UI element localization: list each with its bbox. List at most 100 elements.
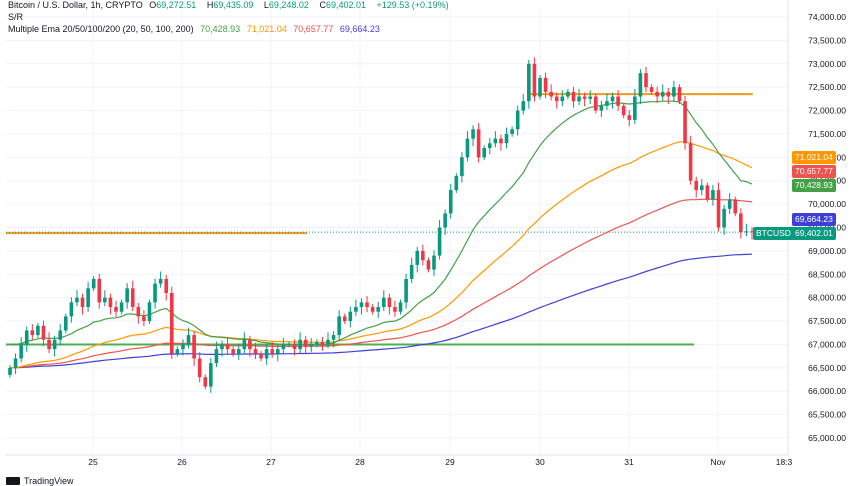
candle-body	[694, 180, 699, 191]
y-tick-label: 71,500.00	[808, 129, 846, 139]
candle-body	[370, 307, 375, 312]
candle-body	[437, 227, 442, 256]
candle-body	[381, 297, 386, 308]
brand-label: TradingView	[24, 476, 74, 486]
candle-body	[19, 344, 23, 359]
candle-body	[91, 278, 96, 289]
candle-body	[69, 302, 74, 317]
x-tick-label: 30	[535, 457, 545, 467]
candle-body	[722, 208, 726, 228]
candle-body	[633, 96, 637, 120]
ema200-line	[9, 253, 753, 369]
candle-body	[504, 133, 509, 144]
candle-body	[705, 185, 710, 200]
candle-body	[197, 358, 202, 378]
candle-body	[253, 349, 258, 354]
x-tick-label: 31	[624, 457, 634, 467]
candle-body	[164, 278, 169, 293]
y-tick-label: 72,500.00	[808, 82, 846, 92]
candle-body	[292, 344, 297, 350]
x-tick-label: 18:3	[776, 457, 793, 467]
candle-body	[309, 344, 314, 347]
candle-body	[476, 129, 481, 158]
x-tick-label: 29	[445, 457, 455, 467]
ohlc-close: C69,402.01	[319, 0, 366, 10]
candle-body	[47, 339, 51, 350]
candle-body	[521, 101, 526, 111]
tradingview-logo-icon	[6, 477, 20, 485]
x-tick-label: 26	[177, 457, 187, 467]
ohlc-change: +129.53 (+0.19%)	[376, 0, 449, 10]
ema200-price-tag: 69,664.23	[792, 213, 836, 226]
candle-body	[733, 199, 738, 214]
candle-body	[599, 105, 604, 111]
candle-body	[672, 87, 676, 97]
candle-body	[209, 363, 213, 387]
candle-body	[493, 138, 498, 144]
candle-body	[30, 330, 35, 336]
candle-body	[616, 96, 620, 106]
ema50-line	[9, 141, 753, 369]
candle-body	[571, 91, 576, 102]
candle-body	[577, 96, 581, 102]
candle-body	[532, 63, 537, 97]
candle-body	[499, 138, 503, 144]
ema-label: Multiple Ema 20/50/100/200 (20, 50, 100,…	[8, 24, 194, 34]
candle-body	[225, 344, 230, 350]
candle-body	[86, 288, 90, 308]
symbol-price-tag: BTCUSD	[753, 227, 794, 240]
candle-body	[36, 325, 40, 336]
candle-body	[103, 297, 107, 303]
candle-body	[549, 91, 553, 97]
price-axis[interactable]: 74,000.00 73,500.00 73,000.00 72,500.00 72,0…	[808, 12, 846, 443]
y-tick-label: 66,500.00	[808, 363, 846, 373]
candle-body	[303, 339, 308, 347]
candle-body	[58, 330, 63, 340]
ema-indicator-legend[interactable]: Multiple Ema 20/50/100/200 (20, 50, 100,…	[8, 24, 384, 34]
ema100-price-tag: 70,657.77	[792, 165, 836, 178]
x-tick-label: Nov	[710, 457, 726, 467]
candle-body	[52, 339, 57, 350]
candle-body	[158, 278, 163, 284]
candle-body	[114, 307, 118, 312]
ema200-value: 69,664.23	[339, 24, 380, 34]
ohlc-open: O69,272.51	[149, 0, 197, 10]
ema50-value: 71,021.04	[246, 24, 287, 34]
time-axis[interactable]: 25 26 27 28 29 30 31 Nov 18:3	[88, 457, 792, 467]
candle-body	[24, 330, 29, 345]
candle-body	[683, 101, 687, 144]
candle-body	[41, 325, 46, 340]
candle-body	[376, 307, 381, 312]
sr-indicator-legend[interactable]: S/R	[8, 12, 27, 22]
candle-body	[421, 250, 425, 261]
y-tick-label: 69,000.00	[808, 246, 846, 256]
candle-body	[605, 101, 609, 106]
tradingview-brand[interactable]: TradingView	[6, 476, 74, 486]
ohlc-low: L69,248.02	[263, 0, 309, 10]
candle-body	[744, 231, 749, 233]
candle-body	[153, 283, 157, 303]
y-tick-label: 68,000.00	[808, 293, 846, 303]
candle-body	[510, 129, 514, 134]
candle-body	[175, 349, 180, 354]
candle-body	[270, 349, 275, 354]
y-tick-label: 74,000.00	[808, 12, 846, 22]
y-tick-label: 73,500.00	[808, 35, 846, 45]
candle-body	[63, 316, 68, 331]
candle-body	[398, 302, 403, 312]
candle-body	[727, 199, 732, 209]
candle-body	[454, 176, 459, 191]
candle-body	[644, 73, 648, 88]
x-tick-label: 27	[266, 457, 276, 467]
candle-body	[554, 96, 559, 102]
candle-body	[582, 96, 587, 99]
candle-body	[331, 335, 336, 340]
y-tick-label: 66,000.00	[808, 386, 846, 396]
x-tick-label: 25	[88, 457, 98, 467]
symbol-legend[interactable]: Bitcoin / U.S. Dollar, 1h, CRYPTO O69,27…	[8, 0, 453, 10]
candle-body	[365, 302, 369, 308]
candle-body	[203, 377, 208, 387]
y-tick-label: 72,000.00	[808, 106, 846, 116]
ema50-price-tag: 71,021.04	[792, 151, 836, 164]
